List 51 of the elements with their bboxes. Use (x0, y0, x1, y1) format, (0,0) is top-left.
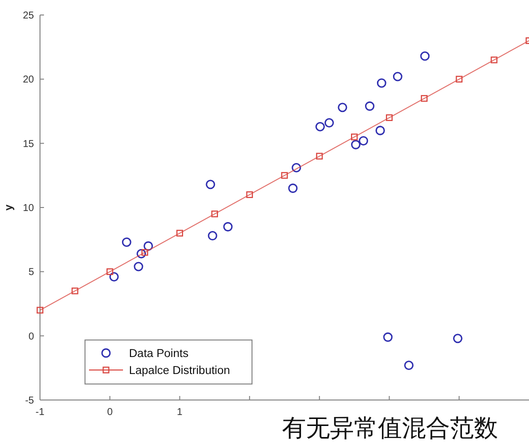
x-tick-label: 1 (176, 407, 183, 418)
point (456, 76, 462, 83)
y-tick-label: 10 (22, 203, 34, 214)
legend-label: Lapalce Distribution (129, 365, 230, 377)
point (211, 210, 218, 218)
point (338, 102, 348, 112)
point (383, 332, 393, 342)
point (223, 222, 233, 232)
point (453, 334, 462, 344)
y-tick-label: 15 (22, 138, 34, 150)
y-tick-label: 25 (22, 10, 34, 22)
point (316, 152, 323, 160)
point (144, 241, 153, 251)
point (292, 163, 302, 172)
x-tick-label: 0 (107, 407, 114, 418)
point (420, 51, 430, 61)
point (490, 56, 498, 64)
point (246, 191, 253, 198)
point (315, 122, 325, 132)
point (365, 101, 374, 111)
point (136, 249, 146, 258)
point (36, 306, 44, 314)
legend-label: Data Points (129, 348, 189, 360)
point (288, 184, 298, 193)
point (376, 126, 385, 136)
text: 有无异常值混合范数 (282, 415, 498, 442)
point (72, 288, 78, 294)
point (106, 268, 114, 276)
point (358, 136, 368, 146)
y-tick-label: 0 (28, 331, 34, 342)
point (141, 249, 148, 256)
y-tick-label: 20 (22, 74, 34, 86)
point (392, 72, 402, 82)
point (206, 180, 216, 190)
point (386, 114, 393, 122)
point (404, 360, 414, 370)
point (376, 78, 386, 88)
y-axis-title: y (3, 204, 15, 211)
point (351, 140, 360, 150)
y-tick-label: -5 (25, 396, 34, 406)
y-tick-label: 5 (28, 267, 34, 278)
point (208, 231, 218, 240)
point (109, 272, 119, 282)
point (176, 230, 184, 237)
point (420, 95, 428, 102)
point (324, 118, 334, 128)
x-tick-label: -1 (36, 407, 45, 418)
point (351, 134, 358, 140)
point (134, 262, 144, 272)
point (122, 237, 132, 247)
point (281, 172, 288, 179)
